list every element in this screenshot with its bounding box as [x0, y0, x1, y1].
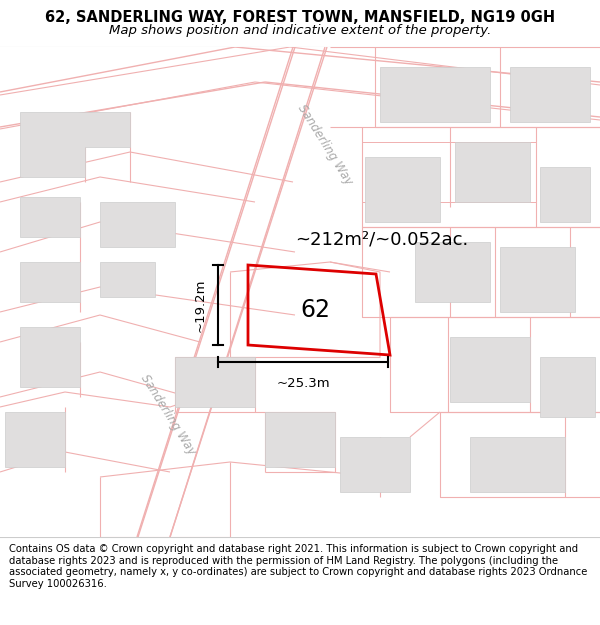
- Text: ~212m²/~0.052ac.: ~212m²/~0.052ac.: [295, 231, 468, 249]
- Text: 62, SANDERLING WAY, FOREST TOWN, MANSFIELD, NG19 0GH: 62, SANDERLING WAY, FOREST TOWN, MANSFIE…: [45, 11, 555, 26]
- Text: Contains OS data © Crown copyright and database right 2021. This information is : Contains OS data © Crown copyright and d…: [9, 544, 587, 589]
- Polygon shape: [5, 412, 65, 467]
- Polygon shape: [20, 197, 80, 237]
- Text: ~19.2m: ~19.2m: [193, 278, 206, 332]
- Polygon shape: [470, 437, 565, 492]
- Polygon shape: [415, 242, 490, 302]
- Text: Sanderling Way: Sanderling Way: [138, 372, 198, 458]
- Polygon shape: [450, 337, 530, 402]
- Text: 62: 62: [301, 298, 331, 322]
- Text: Map shows position and indicative extent of the property.: Map shows position and indicative extent…: [109, 24, 491, 37]
- Polygon shape: [365, 157, 440, 222]
- Polygon shape: [20, 112, 130, 177]
- Polygon shape: [455, 142, 530, 202]
- Polygon shape: [540, 167, 590, 222]
- Polygon shape: [100, 202, 175, 247]
- Polygon shape: [380, 67, 490, 122]
- Polygon shape: [20, 262, 80, 302]
- Polygon shape: [500, 247, 575, 312]
- Polygon shape: [100, 262, 155, 297]
- Text: Sanderling Way: Sanderling Way: [295, 102, 355, 188]
- Polygon shape: [265, 412, 335, 467]
- Polygon shape: [340, 437, 410, 492]
- Polygon shape: [540, 357, 595, 417]
- Polygon shape: [175, 357, 255, 407]
- Polygon shape: [510, 67, 590, 122]
- Polygon shape: [20, 327, 80, 387]
- Text: ~25.3m: ~25.3m: [276, 378, 330, 391]
